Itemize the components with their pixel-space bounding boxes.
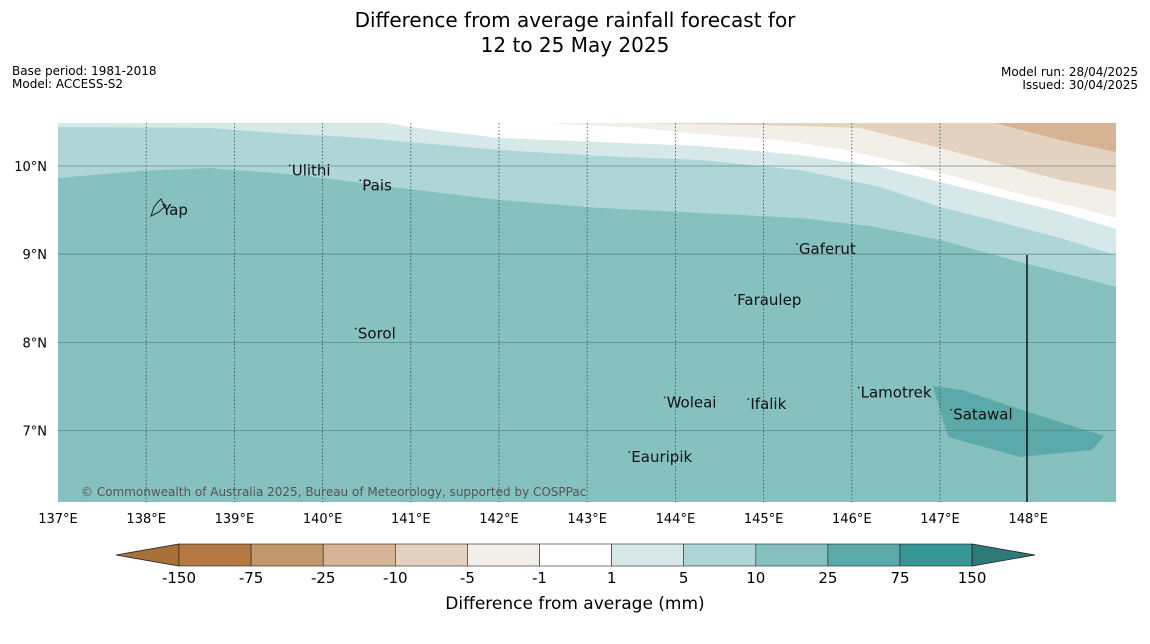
- longitude-label: 142°E: [479, 512, 519, 527]
- place-label-pais: Pais: [362, 176, 392, 194]
- island-marker: [734, 294, 737, 296]
- longitude-label: 138°E: [126, 512, 166, 527]
- colorbar-tick-label: -1: [532, 569, 547, 587]
- model-text: Model: ACCESS-S2: [12, 77, 124, 91]
- place-label-woleai: Woleai: [667, 393, 717, 411]
- credit-text: © Commonwealth of Australia 2025, Bureau…: [81, 485, 586, 499]
- map-title: Difference from average rainfall forecas…: [0, 8, 1150, 58]
- colorbar-extend-high: [971, 543, 1036, 567]
- island-marker: [663, 396, 666, 399]
- colorbar-tick-label: 75: [890, 569, 909, 587]
- shade-dry-10-25: [995, 123, 1116, 152]
- latitude-labels: 10°N 9°N 8°N 7°N: [14, 160, 47, 440]
- colorbar-segment: [178, 543, 252, 567]
- place-label-sorol: Sorol: [358, 325, 396, 343]
- colorbar-segment: [611, 543, 684, 567]
- longitude-label: 146°E: [832, 512, 872, 527]
- colorbar-tick-label: -75: [239, 569, 264, 587]
- longitude-label: 137°E: [38, 512, 78, 527]
- meta-right: Model run: 28/04/2025 Issued: 30/04/2025: [1001, 66, 1138, 92]
- colorbar-segment: [394, 543, 468, 567]
- colorbar-segment: [899, 543, 973, 567]
- longitude-gridlines: [145, 123, 941, 502]
- island-marker: [950, 408, 953, 411]
- colorbar-segment: [683, 543, 757, 567]
- latitude-gridlines: [58, 165, 1116, 432]
- model-run-text: Model run: 28/04/2025: [1000, 65, 1138, 79]
- place-label-ulithi: Ulithi: [292, 161, 331, 179]
- colorbar-extend-low: [115, 543, 180, 567]
- island-marker: [857, 386, 860, 389]
- colorbar-tick-label: 5: [679, 569, 689, 587]
- title-line-2: 12 to 25 May 2025: [480, 33, 670, 57]
- island-marker: [747, 398, 750, 401]
- colorbar-segment: [827, 543, 901, 567]
- longitude-label: 144°E: [656, 512, 696, 527]
- island-marker: [354, 327, 357, 330]
- colorbar-tick-label: -25: [311, 569, 336, 587]
- place-label-ifalik: Ifalik: [750, 395, 786, 413]
- issued-text: Issued: 30/04/2025: [1022, 78, 1138, 92]
- place-label-satawal: Satawal: [953, 406, 1012, 424]
- colorbar-tick-label: -10: [383, 569, 408, 587]
- latitude-label: 7°N: [23, 425, 48, 440]
- island-marker: [359, 179, 362, 182]
- colorbar-tick-label: 25: [818, 569, 837, 587]
- base-period-text: Base period: 1981-2018: [12, 64, 157, 78]
- island-marker: [795, 243, 798, 245]
- legend-colorbar: -150 -75 -25 -10 -5 -1 1 5 10 25 75 150: [115, 543, 1036, 587]
- colorbar-tick-label: 10: [746, 569, 765, 587]
- longitude-label: 147°E: [920, 512, 960, 527]
- colorbar-tick-label: 1: [607, 569, 617, 587]
- longitude-label: 143°E: [567, 512, 607, 527]
- colorbar-tick-label: -150: [162, 569, 196, 587]
- colorbar-segment: [322, 543, 396, 567]
- place-labels: Yap Ulithi Pais Gaferut Faraulep Sorol Woleai I…: [161, 161, 1013, 466]
- latitude-label: 8°N: [23, 336, 48, 351]
- meta-left: Base period: 1981-2018 Model: ACCESS-S2: [12, 65, 157, 91]
- longitude-labels: 137°E 138°E 139°E 140°E 141°E 142°E 143°E 144°E…: [38, 512, 1048, 527]
- longitude-label: 148°E: [1008, 512, 1048, 527]
- yap-island-outline: [150, 198, 167, 217]
- place-label-eauripik: Eauripik: [631, 448, 692, 466]
- place-label-yap: Yap: [161, 201, 188, 219]
- colorbar-tick-label: 150: [958, 569, 987, 587]
- title-line-1: Difference from average rainfall forecas…: [354, 8, 796, 32]
- place-label-faraulep: Faraulep: [737, 291, 801, 309]
- latitude-label: 10°N: [14, 160, 47, 175]
- longitude-label: 139°E: [215, 512, 255, 527]
- place-label-gaferut: Gaferut: [799, 240, 856, 258]
- colorbar-segment: [539, 543, 612, 567]
- shade-dry-5-10: [640, 123, 1116, 191]
- longitude-label: 140°E: [303, 512, 343, 527]
- latitude-label: 9°N: [23, 248, 48, 263]
- island-marker: [288, 164, 291, 167]
- shade-25-75: [933, 386, 1104, 457]
- colorbar-segment: [250, 543, 324, 567]
- longitude-label: 145°E: [744, 512, 784, 527]
- legend-title: Difference from average (mm): [445, 594, 705, 614]
- place-label-lamotrek: Lamotrek: [861, 384, 932, 402]
- colorbar-segment: [467, 543, 540, 567]
- island-marker: [628, 451, 631, 453]
- colorbar-segment: [755, 543, 829, 567]
- longitude-label: 141°E: [391, 512, 431, 527]
- colorbar-tick-label: -5: [460, 569, 475, 587]
